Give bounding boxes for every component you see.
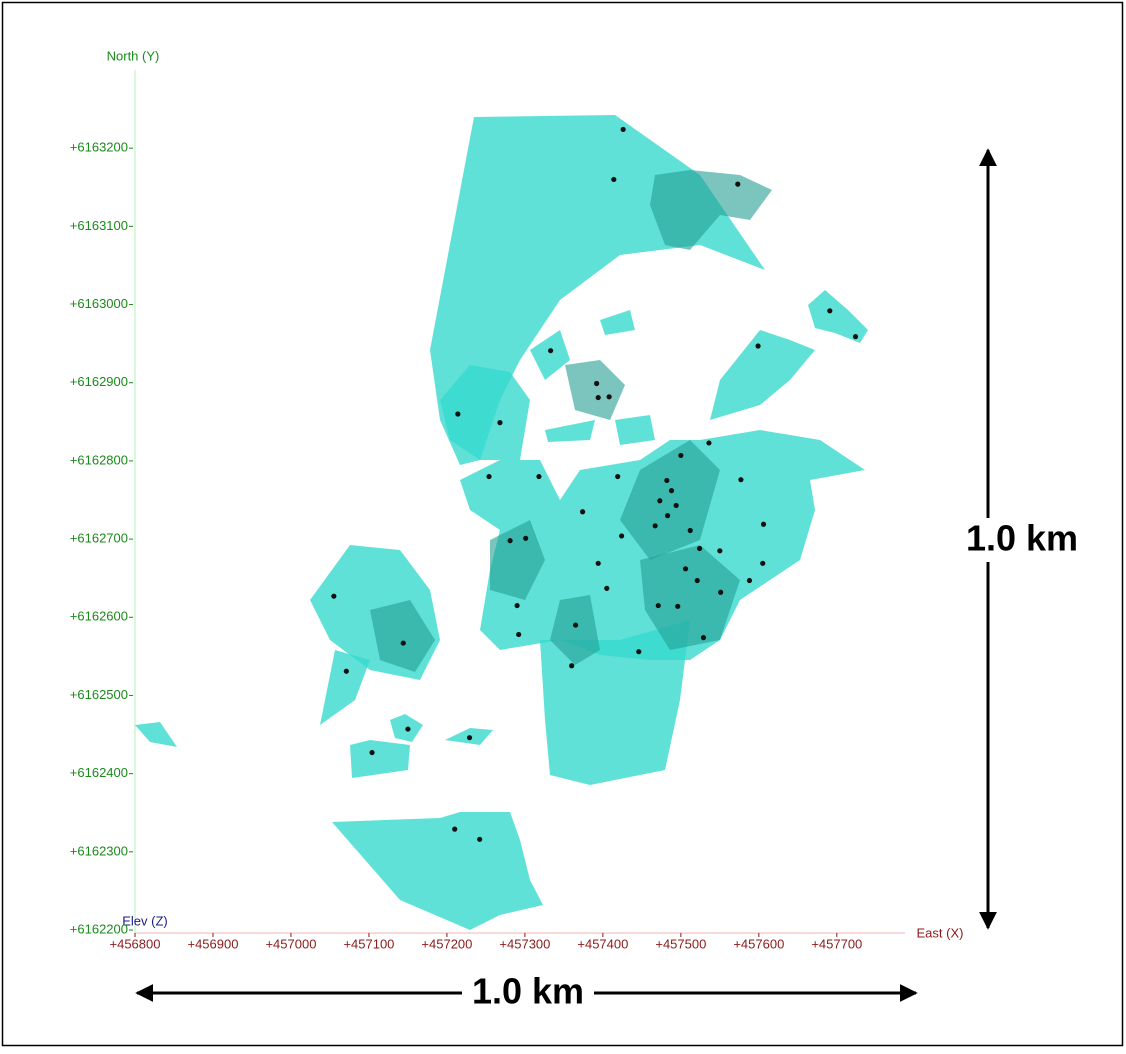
point	[516, 631, 522, 638]
point	[717, 548, 723, 554]
point	[514, 602, 520, 609]
point	[477, 836, 483, 842]
point	[760, 560, 766, 566]
point	[615, 473, 621, 480]
label-bg	[950, 518, 1090, 562]
point	[738, 477, 744, 483]
point	[718, 589, 724, 595]
y-tick-label: +6163000	[70, 296, 128, 311]
point	[536, 473, 542, 480]
point	[706, 440, 712, 446]
point	[369, 749, 375, 756]
y-tick-label: +6162800	[70, 452, 128, 467]
scale-label: 1.0 km	[966, 518, 1078, 559]
x-tick-label: +457200	[421, 936, 472, 951]
point	[611, 176, 617, 183]
point	[507, 538, 513, 544]
point	[343, 668, 349, 674]
x-tick-label: +457600	[733, 936, 784, 951]
point	[594, 380, 600, 387]
point	[687, 527, 693, 534]
point	[657, 498, 663, 504]
y-tick-label: +6162300	[70, 843, 128, 858]
y-tick-label: +6162200	[70, 921, 128, 936]
y-tick-label: +6162400	[70, 765, 128, 780]
point	[548, 348, 554, 354]
point	[852, 334, 859, 340]
point	[682, 566, 689, 572]
point	[675, 603, 681, 609]
point	[620, 126, 626, 133]
point	[580, 509, 586, 515]
point	[405, 726, 411, 732]
point	[572, 622, 579, 628]
point	[673, 502, 679, 509]
x-tick-label: +456900	[187, 936, 238, 951]
x-tick-label: +457400	[577, 936, 628, 951]
point	[604, 585, 610, 591]
point	[618, 533, 625, 539]
y-tick-label: +6162900	[70, 374, 128, 389]
x-tick-label: +457300	[499, 936, 550, 951]
point	[827, 308, 833, 314]
label-bg	[462, 972, 594, 1014]
point	[735, 181, 741, 187]
x-tick-label: +457500	[655, 936, 706, 951]
point	[636, 649, 642, 655]
y-tick-label: +6163100	[70, 218, 128, 233]
point	[755, 343, 761, 349]
point	[452, 826, 458, 832]
y-tick-label: +6162600	[70, 609, 128, 624]
point	[746, 577, 753, 584]
y-axis-title: North (Y)	[107, 48, 160, 63]
point	[400, 640, 406, 646]
point	[497, 420, 503, 426]
point	[569, 663, 575, 669]
point	[760, 521, 767, 527]
point	[700, 635, 707, 641]
point	[595, 560, 601, 566]
point	[595, 394, 601, 401]
x-axis-title: East (X)	[917, 925, 964, 940]
point	[606, 394, 612, 400]
point	[696, 545, 703, 552]
point	[455, 411, 461, 417]
point	[523, 535, 529, 541]
y-tick-label: +6162500	[70, 687, 128, 702]
point	[466, 735, 473, 741]
point	[694, 577, 700, 584]
x-tick-label: +457100	[343, 936, 394, 951]
scale-label: 1.0 km	[472, 971, 584, 1012]
x-tick-label: +456800	[110, 936, 161, 951]
point	[664, 477, 670, 484]
x-tick-label: +457700	[811, 936, 862, 951]
y-tick-label: +6162700	[70, 531, 128, 546]
x-tick-label: +457000	[265, 936, 316, 951]
point	[652, 523, 658, 529]
z-axis-title: Elev (Z)	[122, 913, 168, 928]
y-tick-label: +6163200	[70, 140, 128, 155]
point	[668, 488, 675, 494]
point	[331, 593, 337, 599]
point	[678, 452, 684, 459]
blobs	[135, 115, 868, 930]
point	[486, 473, 492, 480]
point	[665, 513, 671, 519]
point	[655, 602, 661, 609]
